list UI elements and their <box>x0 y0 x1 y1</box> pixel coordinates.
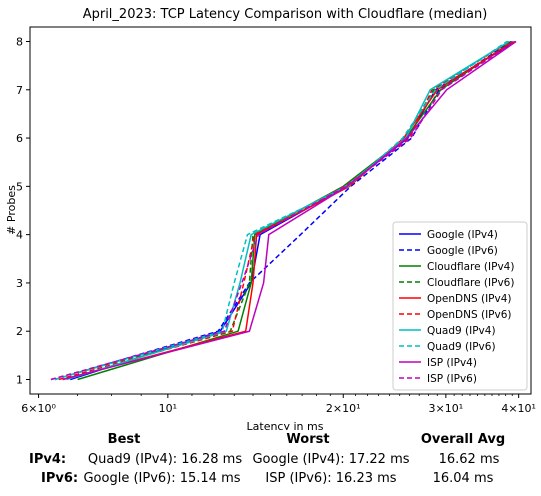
cell-avg-ipv4: 16.62 ms <box>438 452 500 467</box>
series-line-9 <box>62 40 517 381</box>
cell-worst-ipv4: Google (IPv4): 17.22 ms <box>252 452 410 467</box>
cell-best-ipv4: Quad9 (IPv4): 16.28 ms <box>87 452 243 467</box>
legend-box <box>392 221 528 391</box>
y-tick-label: 6 <box>16 132 23 145</box>
x-axis-label: Latency in ms <box>247 420 324 430</box>
summary-table: Best Worst Overall Avg IPv4: Quad9 (IPv4… <box>0 428 541 494</box>
header-worst: Worst <box>286 432 330 447</box>
y-tick-label: 7 <box>16 84 23 97</box>
axes-layer: 1 2 3 4 5 6 7 8 6×10⁰ 10¹ 2×10¹ 3×10¹ 4×10¹ <box>16 26 536 415</box>
y-tick-label: 8 <box>16 35 23 48</box>
y-tick-label: 3 <box>16 277 23 290</box>
y-tick-label: 1 <box>16 374 23 387</box>
legend-entry: Google (IPv6) <box>427 245 498 257</box>
chart-title: April_2023: TCP Latency Comparison with … <box>83 7 488 22</box>
x-tick-label: 4×10¹ <box>501 402 536 415</box>
y-tick-label: 5 <box>16 180 23 193</box>
x-tick-label: 10¹ <box>159 402 177 415</box>
y-axis-label: # Probes <box>5 185 18 235</box>
header-best: Best <box>107 432 141 447</box>
series-line-10 <box>50 40 516 381</box>
legend-entry: OpenDNS (IPv6) <box>427 309 512 321</box>
legend-entry: OpenDNS (IPv4) <box>427 293 512 305</box>
axes-frame <box>29 26 532 395</box>
x-tick-label: 2×10¹ <box>326 402 361 415</box>
header-overall-avg: Overall Avg <box>420 432 506 447</box>
series-line-8 <box>54 40 508 381</box>
legend-entry: Cloudflare (IPv4) <box>427 261 514 273</box>
x-tick-label: 3×10¹ <box>429 402 464 415</box>
legend-entry: ISP (IPv4) <box>427 357 477 369</box>
legend-entry: ISP (IPv6) <box>427 373 477 385</box>
legend-entry: Quad9 (IPv6) <box>427 341 496 353</box>
row-label-ipv4: IPv4: <box>29 452 67 467</box>
latency-chart: April_2023: TCP Latency Comparison with … <box>5 7 536 430</box>
x-tick-label: 6×10⁰ <box>21 402 56 415</box>
legend-entry: Cloudflare (IPv6) <box>427 277 514 289</box>
y-tick-label: 2 <box>16 325 23 338</box>
row-label-ipv6: IPv6: <box>41 471 79 486</box>
legend-entry: Google (IPv4) <box>427 229 498 241</box>
cell-best-ipv6: Google (IPv6): 15.14 ms <box>83 471 241 486</box>
series-line-5 <box>62 40 514 381</box>
legend: Google (IPv4) Google (IPv6) Cloudflare (IP… <box>392 221 528 391</box>
legend-entry: Quad9 (IPv4) <box>427 325 496 337</box>
cell-avg-ipv6: 16.04 ms <box>432 471 494 486</box>
cell-worst-ipv6: ISP (IPv6): 16.23 ms <box>265 471 397 486</box>
y-tick-label: 4 <box>16 229 23 242</box>
series-layer <box>50 40 517 381</box>
